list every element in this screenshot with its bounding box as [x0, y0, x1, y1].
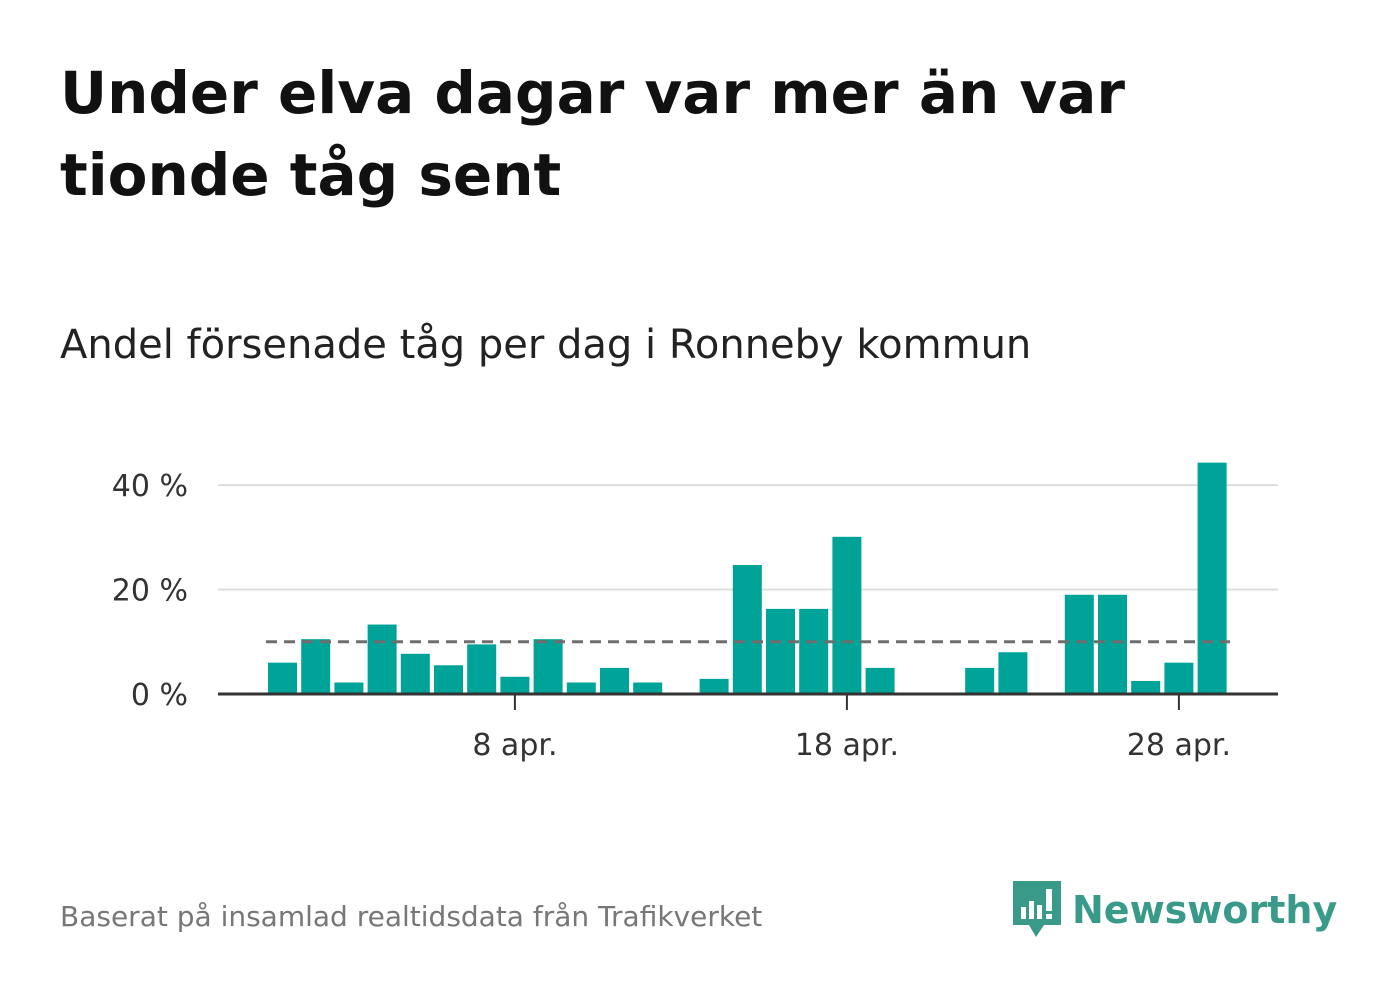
bar	[600, 667, 629, 694]
newsworthy-logo: Newsworthy	[1010, 878, 1337, 942]
axes: 0 % 20 % 40 % 8 apr. 18 apr. 28 apr.	[112, 469, 1278, 763]
bar	[1131, 680, 1161, 694]
bar	[1197, 462, 1227, 694]
x-tick-label: 8 apr.	[472, 728, 557, 763]
bars	[268, 462, 1227, 694]
bar	[832, 536, 862, 694]
bar	[865, 667, 895, 694]
bar	[566, 682, 596, 694]
x-tick-label: 28 apr.	[1127, 728, 1231, 763]
bar	[1098, 594, 1127, 694]
bar	[766, 608, 795, 694]
source-note: Baserat på insamlad realtidsdata från Tr…	[60, 900, 763, 933]
x-tick-label: 18 apr.	[795, 728, 899, 763]
bar	[467, 644, 497, 694]
bar	[500, 676, 530, 694]
newsworthy-logo-icon	[1013, 881, 1061, 937]
bar	[965, 667, 995, 694]
brand-name: Newsworthy	[1072, 888, 1338, 932]
bar	[1064, 594, 1094, 694]
bar	[633, 682, 663, 694]
y-tick-label: 0 %	[131, 678, 188, 713]
bar	[732, 565, 762, 694]
bar	[367, 624, 397, 694]
bar	[799, 608, 829, 694]
bar	[1164, 662, 1194, 694]
bar	[301, 639, 331, 694]
y-tick-label: 40 %	[112, 469, 188, 504]
bar	[533, 639, 563, 694]
bar	[334, 682, 364, 694]
bar	[268, 662, 297, 694]
y-tick-label: 20 %	[112, 574, 188, 609]
bar	[699, 678, 729, 694]
chart-subtitle: Andel försenade tåg per dag i Ronneby ko…	[60, 322, 1032, 368]
bar	[434, 665, 463, 694]
bar	[998, 652, 1028, 694]
bar	[400, 653, 430, 694]
chart-title: Under elva dagar var mer än var tionde t…	[60, 59, 1125, 209]
